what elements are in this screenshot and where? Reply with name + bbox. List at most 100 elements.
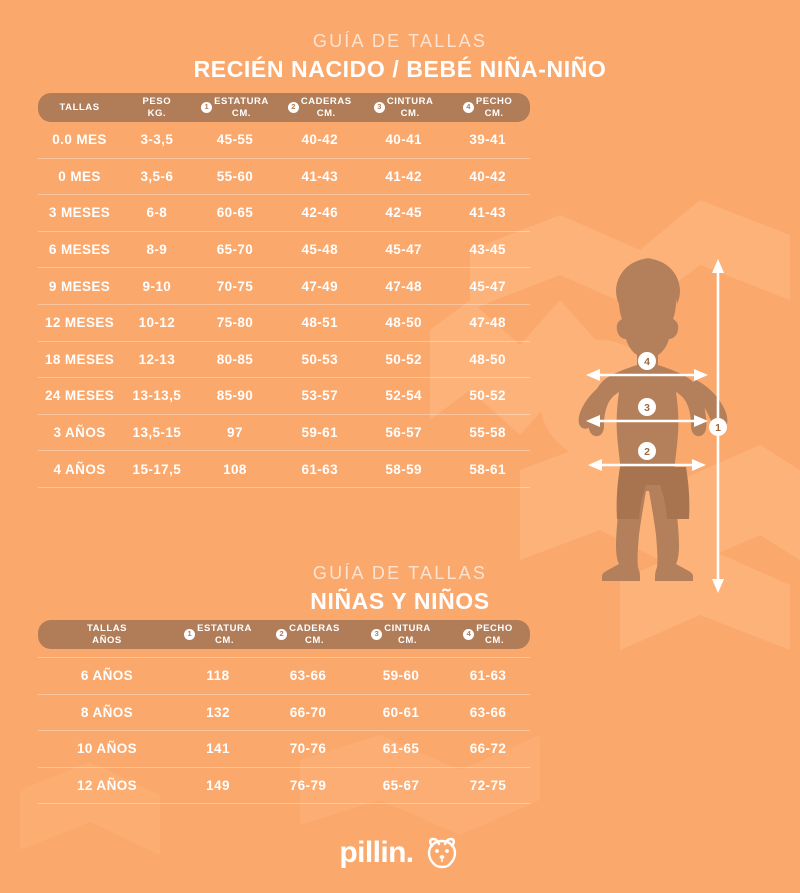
row-measure-value: 60-61 xyxy=(382,704,420,720)
row-measure-value: 9-10 xyxy=(142,278,172,294)
row-measure-value: 50-52 xyxy=(385,351,422,367)
column-badge-1: 1 xyxy=(184,629,196,640)
row-size-label: 0.0 MES xyxy=(52,132,107,148)
table-row: 6 AÑOS 118 63-66 59-60 61-63 xyxy=(38,658,530,695)
table-kids: TALLAS AÑOS 1 ESTATURA CM. 2 CADERAS CM. 3 CINTUR… xyxy=(38,620,530,805)
table-row: 9 MESES 9-10 70-75 47-49 47-48 45-47 xyxy=(38,268,530,305)
row-measure-value: 50-52 xyxy=(469,388,506,404)
column-badge-4: 4 xyxy=(462,102,474,113)
column-badge-2: 2 xyxy=(276,629,288,640)
row-measure-value: 65-70 xyxy=(216,242,254,258)
row-measure-value: 40-41 xyxy=(385,132,422,148)
section-heading-newborn: RECIÉN NACIDO / BEBÉ NIÑA-NIÑO xyxy=(193,55,607,82)
row-measure-value: 40-42 xyxy=(301,132,338,148)
row-size-label: 3 MESES xyxy=(48,205,111,221)
column-header-cintura: 3 CINTURA CM. xyxy=(356,623,446,646)
row-size-label: 10 AÑOS xyxy=(76,741,138,757)
row-measure-value: 80-85 xyxy=(216,351,254,367)
row-measure-value: 48-50 xyxy=(385,315,422,331)
row-measure-value: 85-90 xyxy=(216,388,254,404)
row-measure-value: 48-50 xyxy=(469,351,506,367)
row-measure-value: 66-70 xyxy=(289,704,327,720)
row-measure-value: 41-43 xyxy=(469,205,506,221)
measure-badge-4: 4 xyxy=(638,352,656,370)
table-kids-header-bar: TALLAS AÑOS 1 ESTATURA CM. 2 CADERAS CM. 3 CINTUR… xyxy=(38,620,530,649)
row-measure-value: 42-45 xyxy=(385,205,422,221)
column-header-label: ESTATURA CM. xyxy=(197,623,252,646)
column-header-pecho: 4 PECHO CM. xyxy=(446,623,530,646)
row-measure-value: 65-67 xyxy=(382,778,420,794)
row-measure-value: 48-51 xyxy=(301,315,338,331)
row-size-label: 9 MESES xyxy=(48,278,111,294)
column-header-label: PESO KG. xyxy=(142,96,172,119)
row-measure-value: 70-75 xyxy=(216,278,254,294)
column-header-label: TALLAS AÑOS xyxy=(86,623,128,646)
column-header-label: CINTURA CM. xyxy=(386,96,434,119)
row-measure-value: 15-17,5 xyxy=(132,461,182,477)
table-newborn-header-bar: TALLAS PESO KG. 1 ESTATURA CM. 2 CADERAS CM. 3 CIN… xyxy=(38,93,530,122)
row-measure-value: 45-48 xyxy=(301,242,338,258)
row-measure-value: 61-63 xyxy=(301,461,338,477)
row-measure-value: 58-61 xyxy=(469,461,506,477)
column-header-estatura: 1 ESTATURA CM. xyxy=(176,623,260,646)
row-measure-value: 55-60 xyxy=(216,168,254,184)
row-measure-value: 53-57 xyxy=(301,388,338,404)
row-measure-value: 41-43 xyxy=(301,168,338,184)
row-measure-value: 3,5-6 xyxy=(140,168,174,184)
row-size-label: 0 MES xyxy=(58,168,101,184)
table-kids-body: 6 AÑOS 118 63-66 59-60 61-63 8 AÑOS 132 66-70 60… xyxy=(38,657,530,805)
column-badge-3: 3 xyxy=(371,629,383,640)
table-row: 3 AÑOS 13,5-15 97 59-61 56-57 55-58 xyxy=(38,415,530,452)
row-measure-value: 61-65 xyxy=(382,741,420,757)
column-header-estatura: 1 ESTATURA CM. xyxy=(193,96,278,119)
row-measure-value: 12-13 xyxy=(138,351,176,367)
table-newborn: TALLAS PESO KG. 1 ESTATURA CM. 2 CADERAS CM. 3 CIN… xyxy=(38,93,530,488)
column-header-label: PECHO CM. xyxy=(476,623,513,646)
row-measure-value: 47-48 xyxy=(469,315,506,331)
row-size-label: 12 MESES xyxy=(44,315,115,331)
row-measure-value: 66-72 xyxy=(469,741,507,757)
row-size-label: 6 AÑOS xyxy=(80,668,134,684)
row-measure-value: 118 xyxy=(206,668,230,684)
column-header-cintura: 3 CINTURA CM. xyxy=(362,96,445,119)
row-measure-value: 13,5-15 xyxy=(132,425,182,441)
bear-face-icon xyxy=(427,837,456,869)
row-measure-value: 58-59 xyxy=(385,461,422,477)
column-badge-2: 2 xyxy=(287,102,299,113)
brand-wordmark: pillin. xyxy=(339,836,414,869)
section-title-newborn: GUÍA DE TALLAS RECIÉN NACIDO / BEBÉ NIÑA… xyxy=(0,30,800,84)
row-measure-value: 47-49 xyxy=(301,278,338,294)
row-measure-value: 132 xyxy=(206,704,230,720)
child-silhouette-icon xyxy=(578,258,728,581)
section-subtitle-kids: GUÍA DE TALLAS xyxy=(312,563,488,583)
row-measure-value: 141 xyxy=(206,741,230,757)
row-measure-value: 63-66 xyxy=(469,704,507,720)
row-size-label: 8 AÑOS xyxy=(80,704,134,720)
measure-badge-2: 2 xyxy=(638,442,656,460)
row-measure-value: 3-3,5 xyxy=(140,132,174,148)
row-measure-value: 47-48 xyxy=(385,278,422,294)
column-header-caderas: 2 CADERAS CM. xyxy=(260,623,356,646)
child-figure-illustration: 1 4 3 xyxy=(540,255,780,605)
column-header-label: PECHO CM. xyxy=(475,96,513,119)
row-measure-value: 149 xyxy=(206,778,230,794)
table-row: 3 MESES 6-8 60-65 42-46 42-45 41-43 xyxy=(38,195,530,232)
row-measure-value: 59-60 xyxy=(382,668,420,684)
column-badge-1: 1 xyxy=(201,102,213,113)
row-measure-value: 63-66 xyxy=(289,668,327,684)
column-header-label: TALLAS xyxy=(59,101,100,113)
row-measure-value: 45-47 xyxy=(469,278,506,294)
row-measure-value: 8-9 xyxy=(146,242,168,258)
column-header-label: CINTURA CM. xyxy=(384,623,431,646)
section-heading-kids: NIÑAS Y NIÑOS xyxy=(310,587,490,614)
row-size-label: 24 MESES xyxy=(44,388,115,404)
table-row: 8 AÑOS 132 66-70 60-61 63-66 xyxy=(38,695,530,732)
column-header-tallas: TALLAS AÑOS xyxy=(38,623,176,645)
marker-label-1: 1 xyxy=(715,422,721,434)
row-measure-value: 42-46 xyxy=(301,205,338,221)
row-measure-value: 70-76 xyxy=(289,741,327,757)
row-measure-value: 56-57 xyxy=(385,425,422,441)
column-header-label: ESTATURA CM. xyxy=(214,96,269,119)
table-row: 4 AÑOS 15-17,5 108 61-63 58-59 58-61 xyxy=(38,451,530,488)
row-measure-value: 50-53 xyxy=(301,351,338,367)
